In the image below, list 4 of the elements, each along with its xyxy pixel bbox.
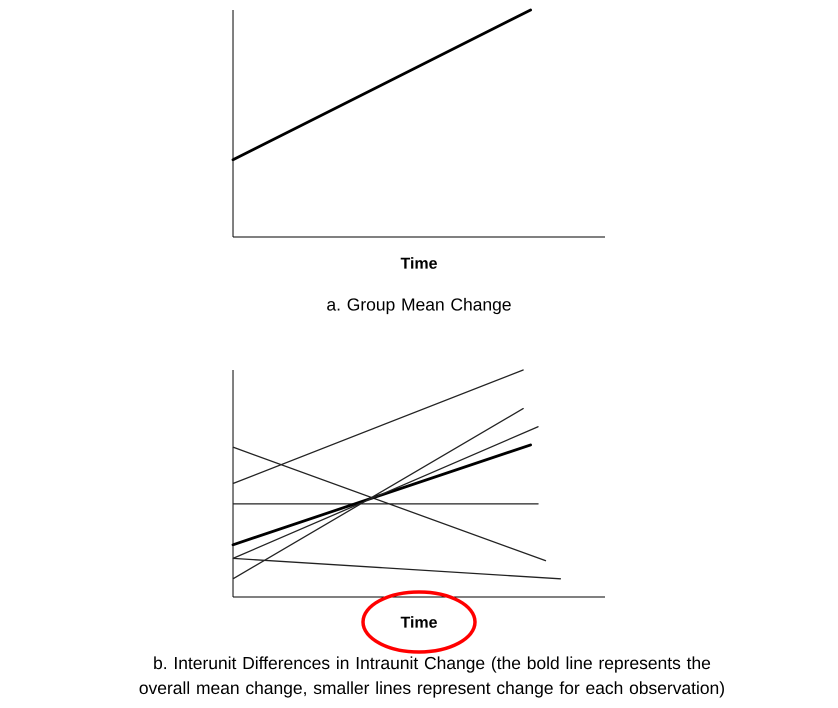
x-axis-title: Time xyxy=(400,616,437,628)
x-axis-title: Time xyxy=(400,257,437,269)
text: b. Interunit Differences in Intraunit Change (the bold line represents the overall mean change, smaller lines represent change for each observation) xyxy=(140,656,724,698)
text: a. Group Mean Change xyxy=(327,298,511,314)
